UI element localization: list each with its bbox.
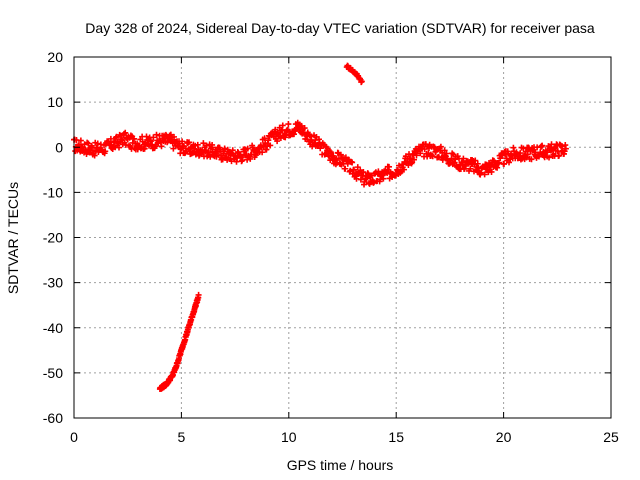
- data-point: [481, 171, 488, 178]
- data-point: [546, 154, 553, 161]
- y-tick-label: -50: [43, 365, 63, 381]
- data-point: [411, 156, 418, 163]
- data-point: [77, 137, 84, 144]
- data-point: [360, 169, 367, 176]
- data-point: [131, 135, 138, 142]
- y-tick-label: -60: [43, 410, 63, 426]
- x-axis-label: GPS time / hours: [287, 457, 394, 473]
- x-tick-label: 25: [603, 429, 619, 445]
- data-point: [520, 145, 527, 152]
- data-point: [150, 134, 157, 141]
- data-point: [429, 153, 436, 160]
- y-tick-label: 20: [47, 49, 63, 65]
- data-point: [298, 122, 305, 129]
- data-point: [85, 140, 92, 147]
- data-point: [221, 145, 228, 152]
- data-point: [259, 149, 266, 156]
- y-tick-label: 0: [55, 139, 63, 155]
- data-point: [195, 291, 202, 298]
- data-point: [401, 166, 408, 173]
- data-point: [330, 152, 337, 159]
- data-point: [76, 141, 83, 148]
- data-point: [548, 141, 555, 148]
- data-point: [274, 138, 281, 145]
- data-point: [244, 145, 251, 152]
- grid: [74, 57, 611, 418]
- y-tick-label: 10: [47, 94, 63, 110]
- data-point: [467, 165, 474, 172]
- data-point: [186, 139, 193, 146]
- data-point: [496, 159, 503, 166]
- y-axis-label: SDTVAR / TECUs: [5, 182, 21, 294]
- y-tick-label: -30: [43, 275, 63, 291]
- data-point: [171, 133, 178, 140]
- x-tick-label: 20: [496, 429, 512, 445]
- data-point: [217, 146, 224, 153]
- data-point: [523, 154, 530, 161]
- data-point: [91, 152, 98, 159]
- chart-title: Day 328 of 2024, Sidereal Day-to-day VTE…: [85, 20, 595, 36]
- data-point: [224, 156, 231, 163]
- data-point: [460, 155, 467, 162]
- data-point: [116, 144, 123, 151]
- data-point: [528, 156, 535, 163]
- data-point: [122, 129, 129, 136]
- data-point: [417, 150, 424, 157]
- data-point: [358, 78, 365, 85]
- data-point: [347, 167, 354, 174]
- data-point: [501, 161, 508, 168]
- data-point: [539, 142, 546, 149]
- data-point: [267, 142, 274, 149]
- data-point: [337, 151, 344, 158]
- data-point: [488, 168, 495, 175]
- data-point: [272, 126, 279, 133]
- data-point: [437, 143, 444, 150]
- y-tick-label: -20: [43, 230, 63, 246]
- y-tick-label: -10: [43, 184, 63, 200]
- data-point: [472, 157, 479, 164]
- data-point: [462, 162, 469, 169]
- x-tick-label: 5: [178, 429, 186, 445]
- data-point: [443, 150, 450, 157]
- data-point: [158, 143, 165, 150]
- series-upper-segment: [343, 62, 365, 86]
- data-point: [354, 164, 361, 171]
- data-point: [209, 141, 216, 148]
- data-series: [71, 62, 569, 393]
- x-tick-label: 10: [281, 429, 297, 445]
- data-point: [349, 159, 356, 166]
- data-point: [556, 152, 563, 159]
- x-tick-label: 0: [70, 429, 78, 445]
- axis-ticks: 0 5 10 15 20 25 20 10 0 -10 -20 -30 -40 -50 -60: [43, 49, 619, 445]
- series-main: [71, 119, 569, 188]
- data-point: [441, 147, 448, 154]
- data-point: [279, 122, 286, 129]
- data-point: [94, 140, 101, 147]
- x-tick-label: 15: [388, 429, 404, 445]
- series-lower-segment: [156, 291, 202, 393]
- data-point: [380, 175, 387, 182]
- data-point: [102, 148, 109, 155]
- data-point: [113, 133, 120, 140]
- data-point: [351, 166, 358, 173]
- data-point: [407, 155, 414, 162]
- data-point: [396, 162, 403, 169]
- data-point: [206, 149, 213, 156]
- data-point: [524, 151, 531, 158]
- data-point: [562, 145, 569, 152]
- data-point: [368, 172, 375, 179]
- data-point: [107, 135, 114, 142]
- data-point: [342, 165, 349, 172]
- data-point: [200, 140, 207, 147]
- data-point: [301, 125, 308, 132]
- data-point: [153, 131, 160, 138]
- y-tick-label: -40: [43, 320, 63, 336]
- data-point: [203, 142, 210, 149]
- data-point: [386, 163, 393, 170]
- data-point: [285, 121, 292, 128]
- data-point: [517, 150, 524, 157]
